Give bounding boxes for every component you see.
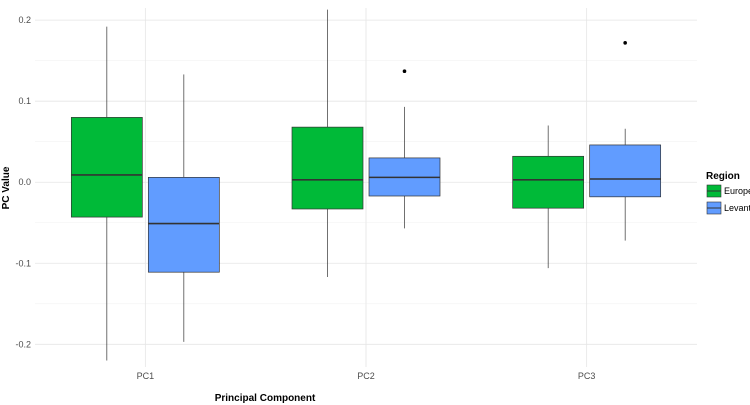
legend: Region Europe Levant — [706, 171, 750, 215]
legend-item-europe: Europe — [706, 184, 750, 198]
y-tick-label: 0.1 — [18, 96, 31, 106]
legend-item-levant: Levant — [706, 201, 750, 215]
box-body — [291, 126, 364, 210]
box-europe-pc1 — [70, 26, 143, 361]
y-tick-labels: -0.2 -0.1 0.0 0.1 0.2 — [15, 15, 31, 349]
box-body — [589, 144, 662, 198]
legend-label: Europe — [724, 186, 750, 196]
box-europe-pc2 — [291, 9, 364, 278]
y-axis-title: PC Value — [1, 166, 12, 209]
x-tick-label: PC2 — [357, 371, 375, 381]
box-levant-pc2 — [368, 69, 441, 229]
outlier-point — [402, 69, 407, 74]
boxes — [70, 9, 662, 361]
x-tick-label: PC1 — [137, 371, 155, 381]
x-tick-labels: PC1 PC2 PC3 — [137, 371, 596, 381]
box-europe-pc3 — [512, 125, 585, 269]
box-body — [70, 117, 143, 218]
legend-title: Region — [706, 171, 740, 182]
x-tick-label: PC3 — [578, 371, 596, 381]
legend-label: Levant — [724, 203, 750, 213]
y-tick-label: 0.2 — [18, 15, 31, 25]
box-body — [512, 155, 585, 209]
box-levant-pc1 — [147, 74, 220, 342]
y-tick-label: -0.1 — [15, 258, 31, 268]
x-axis-title: Principal Component — [215, 393, 316, 404]
grid-lines — [35, 8, 697, 367]
box-body — [147, 177, 220, 273]
y-tick-label: -0.2 — [15, 339, 31, 349]
y-tick-label: 0.0 — [18, 177, 31, 187]
box-levant-pc3 — [589, 41, 662, 241]
outlier-point — [623, 41, 627, 45]
